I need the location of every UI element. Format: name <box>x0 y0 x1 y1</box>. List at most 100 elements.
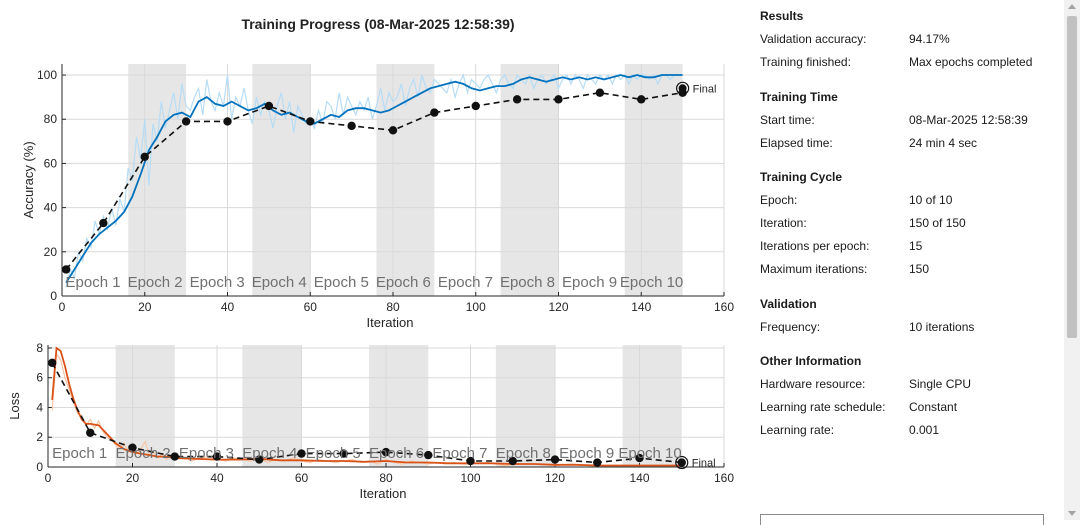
loss-validation-point <box>212 452 222 461</box>
scroll-up-arrow-icon[interactable] <box>1068 4 1076 9</box>
acc-x-tick-label: 60 <box>304 300 318 314</box>
acc-epoch-label: Epoch 2 <box>128 274 183 291</box>
acc-epoch-label: Epoch 3 <box>190 274 245 291</box>
acc-final-point <box>678 84 687 93</box>
acc-x-tick-label: 20 <box>138 300 152 314</box>
loss-validation-line <box>51 362 682 464</box>
hardware-resource-label: Hardware resource: <box>760 377 866 391</box>
loss-validation-point <box>593 458 602 467</box>
loss-validation-point <box>550 455 560 464</box>
acc-x-tick-label: 80 <box>386 300 400 314</box>
acc-plot <box>61 64 725 297</box>
loss-validation-point <box>339 449 348 458</box>
training-finished-value: Max epochs completed <box>909 55 1033 69</box>
loss-plot <box>47 345 725 470</box>
loss-x-axis-label: Iteration <box>360 486 407 501</box>
acc-validation-point <box>637 95 646 104</box>
loss-epoch-shade <box>622 345 682 467</box>
loss-x-tick-label: 140 <box>629 471 649 485</box>
acc-validation-line <box>65 91 683 271</box>
other-information-heading: Other Information <box>760 354 862 368</box>
loss-validation-point <box>508 456 517 466</box>
loss-y-axis-label: Loss <box>7 392 22 420</box>
acc-y-tick-label: 0 <box>50 289 57 303</box>
scroll-down-arrow-icon[interactable] <box>1068 511 1076 516</box>
loss-x-tick-label: 20 <box>126 471 140 485</box>
loss-epoch-label: Epoch 10 <box>618 445 681 462</box>
loss-validation-point <box>48 358 57 368</box>
acc-epoch-shade <box>252 64 311 296</box>
training-plots: 0 20 40 60 80 100 120 140 160020406080100Iterati… <box>7 64 734 501</box>
training-cycle-heading: Training Cycle <box>760 170 843 184</box>
frequency-label: Frequency: <box>760 320 821 334</box>
loss-epoch-label: Epoch 5 <box>306 445 361 462</box>
epoch-label: Epoch: <box>760 193 798 207</box>
acc-epoch-label: Epoch 10 <box>620 274 683 291</box>
loss-epoch-label: Epoch 8 <box>496 445 551 462</box>
scrollbar-thumb[interactable] <box>1067 16 1077 338</box>
acc-validation-point <box>61 265 71 274</box>
acc-epoch-label: Epoch 9 <box>562 274 617 291</box>
loss-validation-point <box>381 447 391 457</box>
acc-x-tick-label: 120 <box>548 300 568 314</box>
loss-epoch-label: Epoch 6 <box>369 445 424 462</box>
loss-x-tick-label: 0 <box>45 471 52 485</box>
acc-y-tick-label: 80 <box>44 112 58 126</box>
loss-x-tick-label: 40 <box>210 471 224 485</box>
loss-x-tick-label: 160 <box>714 471 734 485</box>
elapsed-time-label: Elapsed time: <box>760 136 833 150</box>
acc-final-marker <box>676 81 690 95</box>
loss-validation-point <box>170 452 179 461</box>
loss-final-point <box>677 458 686 467</box>
acc-x-tick-label: 0 <box>59 300 66 314</box>
acc-x-axis-label: Iteration <box>367 315 414 330</box>
acc-epoch-shade <box>128 64 187 296</box>
loss-y-tick-label: 8 <box>36 341 43 355</box>
acc-epoch-label: Epoch 8 <box>500 274 555 291</box>
elapsed-time-value: 24 min 4 sec <box>909 136 978 150</box>
vertical-scrollbar[interactable] <box>1064 0 1080 520</box>
learning-rate-schedule-label: Learning rate schedule: <box>760 400 886 414</box>
maximum-iterations-value: 150 <box>909 262 930 276</box>
maximum-iterations-label: Maximum iterations: <box>760 262 868 276</box>
loss-validation-point <box>635 453 644 463</box>
start-time-label: Start time: <box>760 113 815 127</box>
loss-validation-point <box>128 443 137 452</box>
loss-final-label: Final <box>692 458 716 470</box>
acc-raw-line <box>65 73 683 288</box>
loss-validation-point <box>297 449 306 458</box>
validation-heading: Validation <box>760 297 817 311</box>
training-time-heading: Training Time <box>760 90 838 104</box>
learning-rate-label: Learning rate: <box>760 423 835 437</box>
training-finished-label: Training finished: <box>760 55 851 69</box>
loss-epoch-shade <box>369 345 429 467</box>
learning-rate-value: 0.001 <box>909 423 940 437</box>
chart-title: Training Progress (08-Mar-2025 12:58:39) <box>241 16 515 32</box>
acc-final-label: Final <box>693 83 717 95</box>
results-heading: Results <box>760 9 804 23</box>
loss-epoch-label: Epoch 3 <box>179 445 234 462</box>
frequency-value: 10 iterations <box>909 320 975 334</box>
loss-epoch-label: Epoch 9 <box>559 445 614 462</box>
acc-smoothed-line <box>65 74 683 284</box>
acc-validation-point <box>306 117 315 126</box>
acc-epoch-shade <box>500 64 559 296</box>
start-time-value: 08-Mar-2025 12:58:39 <box>909 113 1028 127</box>
hardware-resource-value: Single CPU <box>909 377 972 391</box>
acc-epoch-label: Epoch 4 <box>252 274 307 291</box>
acc-validation-point <box>264 101 274 111</box>
acc-x-tick-label: 100 <box>466 300 486 314</box>
acc-epoch-shade <box>376 64 435 296</box>
loss-epoch-shade <box>495 345 555 467</box>
acc-validation-point <box>223 117 232 126</box>
acc-validation-point <box>595 88 605 97</box>
loss-y-tick-label: 0 <box>36 460 43 474</box>
acc-validation-point <box>388 126 398 135</box>
validation-accuracy-label: Validation accuracy: <box>760 32 867 46</box>
info-panel: Results Validation accuracy: 94.17% Trai… <box>744 0 1062 520</box>
acc-validation-point <box>471 101 480 111</box>
loss-epoch-label: Epoch 1 <box>52 445 107 462</box>
acc-epoch-label: Epoch 1 <box>66 274 121 291</box>
acc-epoch-label: Epoch 5 <box>314 274 369 291</box>
acc-x-tick-label: 40 <box>221 300 235 314</box>
